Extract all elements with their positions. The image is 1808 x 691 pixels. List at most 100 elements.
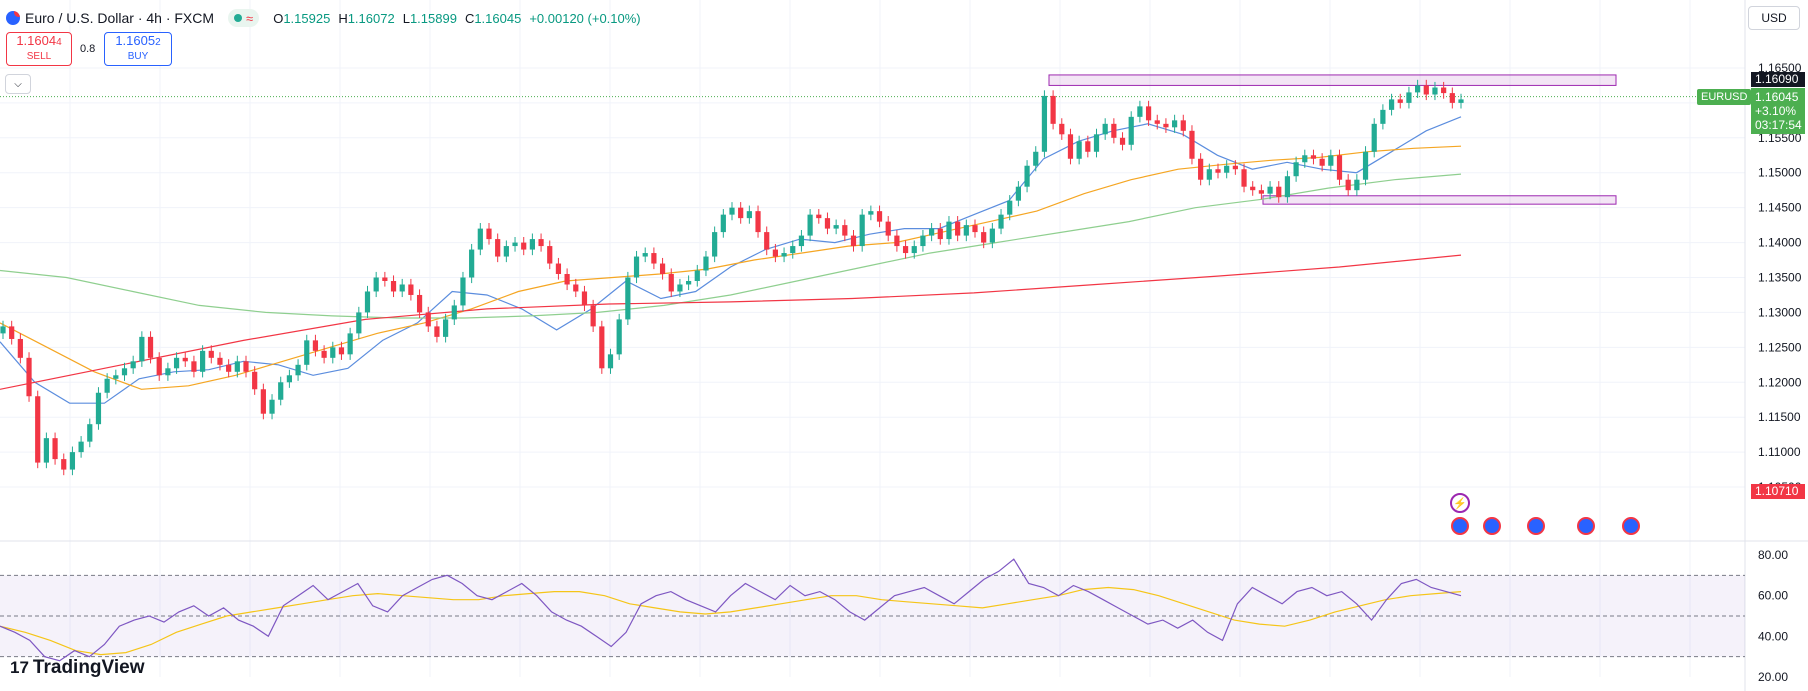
buy-button[interactable]: 1.16052 BUY xyxy=(104,32,172,66)
candle-body xyxy=(555,263,562,275)
candle-body xyxy=(495,239,501,257)
sell-button[interactable]: 1.16044 SELL xyxy=(6,32,72,66)
candle-body xyxy=(1093,134,1100,152)
candle-body xyxy=(842,225,848,236)
candle-body xyxy=(165,368,171,376)
price-axis-label: 1.11500 xyxy=(1758,410,1801,424)
candle-body xyxy=(286,375,292,383)
ohlc-low: L1.15899 xyxy=(402,10,457,26)
candle-body xyxy=(486,228,492,240)
lightning-event-icon[interactable]: ⚡ xyxy=(1450,493,1470,513)
candle-body xyxy=(1180,120,1186,131)
candle-body xyxy=(1076,141,1082,159)
candle-body xyxy=(278,382,284,400)
candle-body xyxy=(408,284,414,295)
candle-body xyxy=(946,221,952,240)
currency-selector[interactable]: USD xyxy=(1748,6,1800,30)
rsi-axis-label: 40.00 xyxy=(1758,629,1788,643)
bar-countdown: 03:17:54 xyxy=(1755,118,1802,132)
candle-body xyxy=(52,438,58,460)
symbol-title[interactable]: Euro / U.S. Dollar · 4h · FXCM xyxy=(25,10,215,26)
candle-body xyxy=(1198,158,1204,180)
candle-body xyxy=(312,340,319,351)
candle-body xyxy=(720,214,726,233)
price-axis-label: 1.13000 xyxy=(1758,305,1802,319)
logo-text: TradingView xyxy=(32,657,145,678)
candle-body xyxy=(937,228,943,240)
ohlc-close: C1.16045 xyxy=(464,10,522,26)
candle-body xyxy=(147,336,154,358)
candle-body xyxy=(590,305,596,327)
candle-body xyxy=(434,326,440,337)
economic-event-icon[interactable] xyxy=(1577,517,1595,535)
candle-body xyxy=(347,333,353,355)
candle-body xyxy=(1024,165,1030,187)
rsi-pane xyxy=(0,558,1745,662)
resistance-zone xyxy=(1048,74,1617,86)
chevron-down-icon: ⌵ xyxy=(14,78,22,90)
candle-body xyxy=(529,239,535,250)
candle-body xyxy=(824,218,831,229)
candle-body xyxy=(668,274,674,292)
low-line-tag: 1.10710 xyxy=(1751,484,1805,499)
candle-body xyxy=(1345,179,1351,191)
ohlc-high: H1.16072 xyxy=(338,10,395,26)
candle-body xyxy=(130,361,136,369)
candle-body xyxy=(382,277,388,281)
candle-body xyxy=(1406,92,1412,103)
candle-body xyxy=(338,347,345,355)
candle-body xyxy=(1441,87,1447,94)
candle-body xyxy=(1232,165,1238,170)
high-line-tag: 1.16090 xyxy=(1751,72,1805,87)
last-price-tag: 1.16045 +3.10% 03:17:54 xyxy=(1751,88,1805,134)
candle-body xyxy=(1302,155,1308,163)
support-zone xyxy=(1262,195,1617,205)
candle-body xyxy=(1362,151,1369,180)
candle-body xyxy=(703,256,709,271)
economic-event-icon[interactable] xyxy=(1622,517,1640,535)
candle-body xyxy=(234,361,240,372)
candle-body xyxy=(955,221,961,236)
collapse-legend-button[interactable]: ⌵ xyxy=(5,74,31,94)
ohlc-change: +0.00120 (+0.10%) xyxy=(529,10,641,26)
symbol-tag: EURUSD xyxy=(1697,89,1752,105)
candle-body xyxy=(364,291,371,313)
price-axis-label: 1.14500 xyxy=(1758,201,1802,215)
candle-body xyxy=(1354,179,1360,191)
price-axis-label: 1.16500 xyxy=(1758,61,1802,75)
candle-body xyxy=(1111,123,1117,138)
candle-body xyxy=(581,291,588,306)
sma-long-line xyxy=(0,254,1462,390)
candle-body xyxy=(503,246,509,257)
candle-body xyxy=(1007,200,1013,215)
market-open-icon xyxy=(234,14,243,22)
rsi-ma-line xyxy=(0,586,1462,656)
market-status-pill[interactable]: ≈ xyxy=(228,9,260,27)
candle-body xyxy=(330,347,336,358)
candle-body xyxy=(460,277,466,306)
rsi-line xyxy=(0,558,1462,662)
candle-body xyxy=(538,239,544,247)
candlestick-series xyxy=(0,79,1464,476)
candle-body xyxy=(1189,130,1195,159)
candle-body xyxy=(191,361,197,372)
candle-body xyxy=(547,246,553,264)
candle-body xyxy=(1154,120,1160,124)
economic-event-icon[interactable] xyxy=(1483,517,1501,535)
candle-body xyxy=(295,364,301,376)
economic-event-icon[interactable] xyxy=(1527,517,1545,535)
price-axis-label: 1.14000 xyxy=(1758,236,1802,250)
candle-body xyxy=(816,214,822,219)
candle-body xyxy=(920,235,926,247)
candle-body xyxy=(833,225,839,229)
candle-body xyxy=(807,214,813,236)
candle-body xyxy=(1267,186,1273,194)
candle-body xyxy=(963,225,969,236)
candle-body xyxy=(764,232,770,250)
candle-body xyxy=(1241,169,1247,187)
candle-body xyxy=(1276,186,1282,198)
us-flag-event-icon[interactable] xyxy=(1451,517,1469,535)
tradingview-logo[interactable]: 17 TradingView xyxy=(10,657,145,679)
candle-body xyxy=(1380,109,1386,124)
